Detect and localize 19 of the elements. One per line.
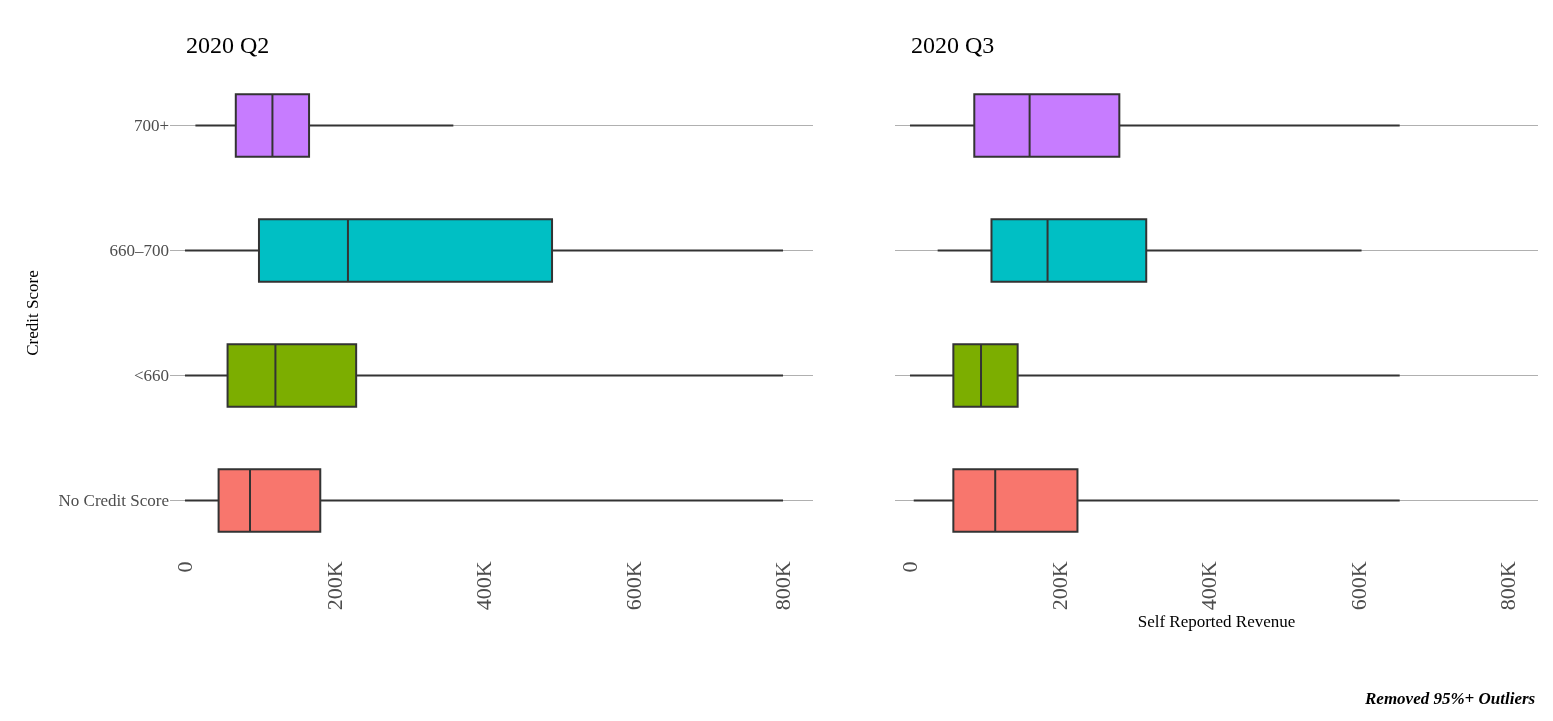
- x-tick-label: 400K: [471, 561, 497, 611]
- x-tick-label: 600K: [1345, 561, 1371, 611]
- x-tick-label: 600K: [620, 561, 646, 611]
- chart-title: 2020 Q2: [186, 32, 270, 58]
- x-axis-title: Self Reported Revenue: [1137, 611, 1296, 631]
- x-tick-label: 800K: [1495, 561, 1521, 611]
- y-tick-label: 660–700: [109, 241, 169, 261]
- x-tick-label: 0: [897, 561, 923, 573]
- y-tick-label: <660: [133, 366, 169, 386]
- x-tick-label: 800K: [770, 561, 796, 611]
- y-tick-label: 700+: [133, 116, 169, 136]
- y-axis-title: Credit Score: [23, 270, 43, 356]
- x-tick-label: 200K: [321, 561, 347, 611]
- x-tick-label: 400K: [1196, 561, 1222, 611]
- x-tick-label: 200K: [1046, 561, 1072, 611]
- text: Removed 95%+ Outliers: [1364, 689, 1536, 708]
- chart-title: 2020 Q3: [911, 32, 995, 58]
- x-tick-label: 0: [172, 561, 198, 573]
- y-tick-label: No Credit Score: [58, 491, 169, 511]
